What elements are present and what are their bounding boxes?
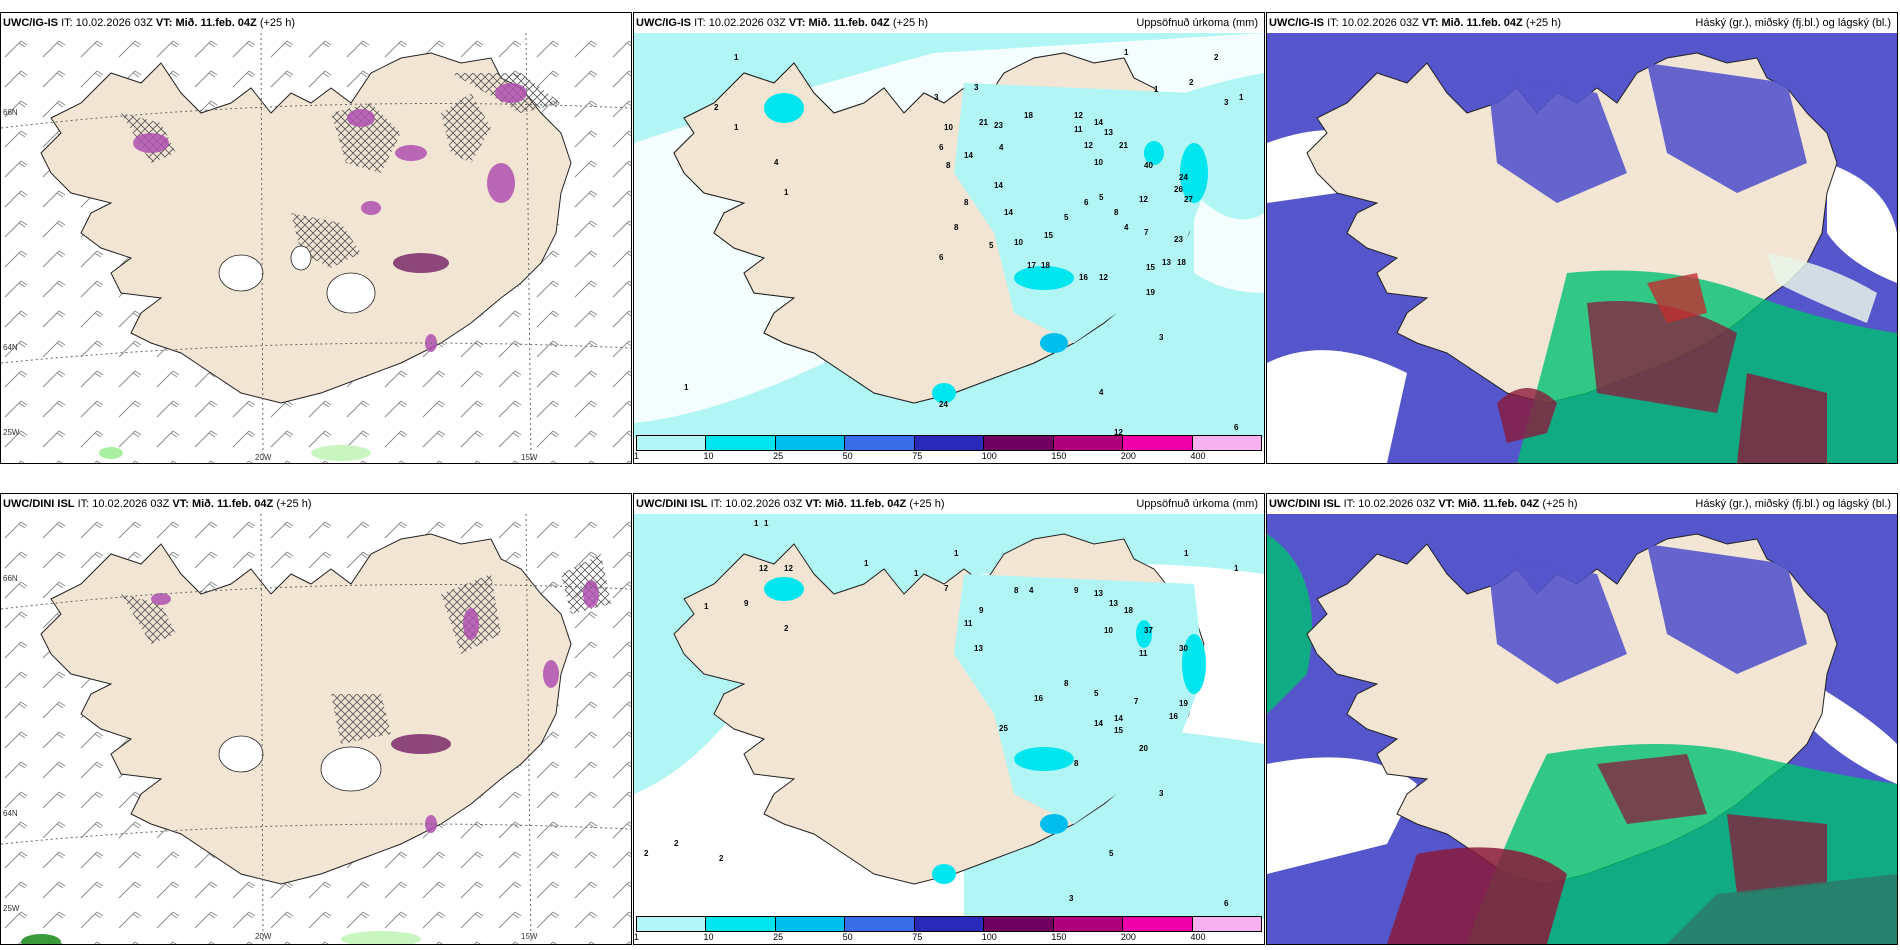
- cloud-title: Háský (gr.), miðský (fj.bl.) og lágský (…: [1695, 498, 1891, 510]
- colorbar-cell: [914, 436, 985, 450]
- panel-header: UWC/DINI ISL IT: 10.02.2026 03Z VT: Mið.…: [1269, 498, 1891, 510]
- colorbar-cell: [706, 917, 776, 931]
- colorbar-label: 1: [634, 451, 640, 461]
- colorbar-cell: [1192, 436, 1261, 450]
- colorbar-label: 100: [981, 451, 997, 461]
- precip-map: [634, 514, 1264, 919]
- colorbar: 1 10 25 50 75 100 150 200 400: [634, 435, 1262, 461]
- colorbar-label: 75: [912, 932, 923, 942]
- colorbar-cell: [637, 436, 707, 450]
- colorbar-label: 1: [634, 932, 640, 942]
- colorbar-cell: [845, 436, 915, 450]
- colorbar-cell: [706, 436, 776, 450]
- colorbar-cell: [1053, 917, 1124, 931]
- panel-header: UWC/IG-IS IT: 10.02.2026 03Z VT: Mið. 11…: [636, 17, 1258, 29]
- cloud-map: [1267, 514, 1897, 944]
- colorbar-cell: [1123, 917, 1193, 931]
- cloud-map: [1267, 33, 1897, 463]
- colorbar-label: 50: [842, 451, 853, 461]
- precip-map: [634, 33, 1264, 438]
- panel-header: UWC/IG-IS IT: 10.02.2026 03Z VT: Mið. 11…: [3, 17, 295, 29]
- colorbar-label: 200: [1120, 932, 1136, 942]
- colorbar-cell: [1123, 436, 1193, 450]
- cloud-title: Háský (gr.), miðský (fj.bl.) og lágský (…: [1695, 17, 1891, 29]
- precip-value-labels: 1 2 1 3 3 10 21 23 18 12 11 14 13 12 21 …: [684, 48, 1244, 437]
- wind-map: [1, 514, 631, 944]
- colorbar-cell: [775, 436, 846, 450]
- precip-map-panel-top: UWC/IG-IS IT: 10.02.2026 03Z VT: Mið. 11…: [633, 12, 1265, 464]
- panel-header: UWC/DINI ISL IT: 10.02.2026 03Z VT: Mið.…: [3, 498, 312, 510]
- wind-map-panel-top: UWC/IG-IS IT: 10.02.2026 03Z VT: Mið. 11…: [0, 12, 632, 464]
- lon-label-15: 15W: [521, 932, 538, 941]
- panel-header: UWC/DINI ISL IT: 10.02.2026 03Z VT: Mið.…: [636, 498, 1258, 510]
- colorbar-cell: [984, 436, 1054, 450]
- cloud-map-panel-bottom: UWC/DINI ISL IT: 10.02.2026 03Z VT: Mið.…: [1266, 493, 1898, 945]
- colorbar-label: 100: [981, 932, 997, 942]
- colorbar-label: 200: [1120, 451, 1136, 461]
- colorbar-label: 400: [1190, 451, 1206, 461]
- lat-label-64: 64N: [3, 343, 18, 352]
- colorbar-label: 25: [773, 451, 784, 461]
- lon-label-15: 15W: [521, 453, 538, 462]
- colorbar-cell: [637, 917, 707, 931]
- lon-label-25: 25W: [3, 904, 20, 913]
- colorbar-cell: [1192, 917, 1261, 931]
- colorbar-label: 400: [1190, 932, 1206, 942]
- colorbar-cell: [984, 917, 1054, 931]
- lon-label-20: 20W: [255, 453, 272, 462]
- colorbar-label: 10: [703, 451, 714, 461]
- lon-label-25: 25W: [3, 428, 20, 437]
- lon-label-20: 20W: [255, 932, 272, 941]
- colorbar-label: 75: [912, 451, 923, 461]
- wind-map-panel-bottom: UWC/DINI ISL IT: 10.02.2026 03Z VT: Mið.…: [0, 493, 632, 945]
- colorbar-cell: [1053, 436, 1124, 450]
- wind-map: [1, 33, 631, 463]
- panel-header: UWC/IG-IS IT: 10.02.2026 03Z VT: Mið. 11…: [1269, 17, 1891, 29]
- colorbar: 1 10 25 50 75 100 150 200 400: [634, 916, 1262, 942]
- colorbar-label: 150: [1051, 932, 1067, 942]
- precip-map-panel-bottom: UWC/DINI ISL IT: 10.02.2026 03Z VT: Mið.…: [633, 493, 1265, 945]
- colorbar-label: 10: [703, 932, 714, 942]
- lat-label-66: 66N: [3, 574, 18, 583]
- lat-label-64: 64N: [3, 809, 18, 818]
- precip-title: Uppsöfnuð úrkoma (mm): [1136, 17, 1258, 29]
- precip-title: Uppsöfnuð úrkoma (mm): [1136, 498, 1258, 510]
- cloud-map-panel-top: UWC/IG-IS IT: 10.02.2026 03Z VT: Mið. 11…: [1266, 12, 1898, 464]
- colorbar-cell: [914, 917, 985, 931]
- colorbar-cell: [845, 917, 915, 931]
- colorbar-cell: [775, 917, 846, 931]
- colorbar-label: 150: [1051, 451, 1067, 461]
- colorbar-label: 25: [773, 932, 784, 942]
- colorbar-label: 50: [842, 932, 853, 942]
- precip-value-labels: 1 1 1 1 12 12 9 2 1 1 1 7 11 13 9 4 8 9 …: [644, 519, 1239, 908]
- lat-label-66: 66N: [3, 108, 18, 117]
